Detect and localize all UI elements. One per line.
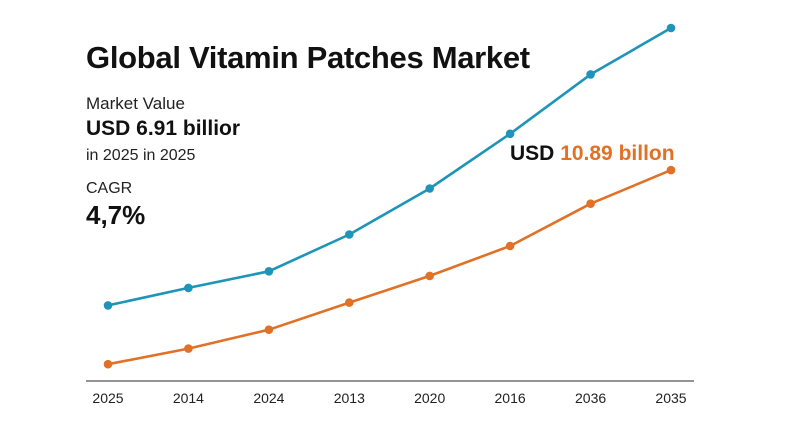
series-line-2 (107, 168, 672, 366)
x-tick-label: 2024 (253, 390, 284, 406)
x-tick-label: 2025 (92, 390, 123, 406)
data-point-2-2035 (666, 165, 676, 175)
data-point-2-2024 (264, 325, 274, 335)
data-point-2-2020 (425, 271, 435, 281)
data-point-1-2036 (586, 70, 595, 79)
data-point-1-2020 (425, 184, 435, 193)
data-point-2-2036 (586, 199, 595, 208)
market-value-subtitle: in 2025 in 2025 (86, 147, 196, 164)
x-tick-label: 2020 (414, 390, 445, 406)
data-point-1-2025 (103, 301, 113, 310)
end-value-amount: 10.89 billon (560, 142, 675, 165)
end-value-prefix: USD (510, 142, 555, 165)
data-point-1-2013 (345, 230, 354, 239)
data-point-2-2016 (505, 241, 515, 251)
end-value-label: USD 10.89 billon (510, 142, 675, 166)
x-tick-label: 2013 (334, 390, 365, 406)
series-line-1 (107, 26, 672, 307)
x-tick-label: 2036 (575, 390, 606, 406)
cagr-value: 4,7% (86, 200, 146, 230)
data-point-2-2025 (103, 359, 113, 369)
market-value-label: Market Value (86, 94, 185, 113)
x-tick-label: 2016 (495, 390, 526, 406)
cagr-label: CAGR (86, 180, 133, 197)
x-tick-label: 2035 (655, 390, 686, 406)
data-point-1-2014 (184, 283, 193, 293)
series-layer (103, 23, 676, 369)
data-point-2-2014 (184, 344, 193, 353)
data-point-1-2035 (666, 23, 676, 33)
data-point-1-2024 (264, 267, 274, 276)
x-tick-label: 2014 (173, 390, 204, 406)
market-value: USD 6.91 billior (86, 117, 241, 140)
page-title: Global Vitamin Patches Market (86, 40, 530, 75)
data-point-2-2013 (345, 298, 354, 307)
x-tick-labels: 2025 2014 2024 2013 2020 2016 2036 2035 (92, 390, 686, 406)
data-point-1-2016 (505, 129, 515, 139)
